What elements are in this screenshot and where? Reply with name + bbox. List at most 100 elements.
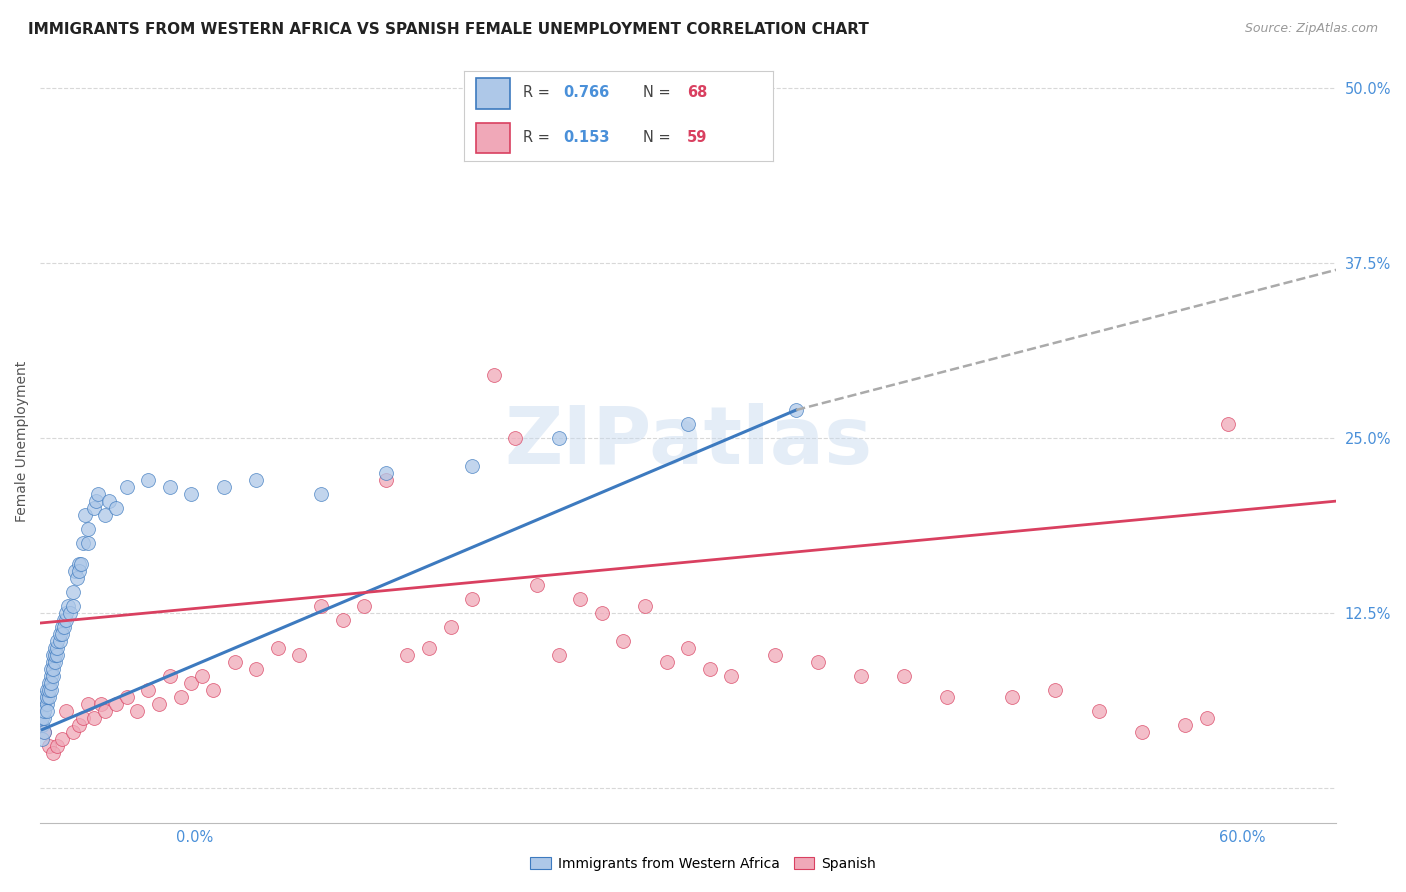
- Point: [591, 606, 613, 620]
- Point: [39, 676, 62, 690]
- Text: R =: R =: [523, 130, 554, 145]
- Point: [655, 655, 678, 669]
- Point: [1045, 683, 1067, 698]
- Point: [159, 669, 181, 683]
- Point: [699, 662, 721, 676]
- Point: [31, 711, 53, 725]
- Point: [612, 634, 634, 648]
- Point: [76, 698, 98, 712]
- Point: [51, 627, 73, 641]
- Point: [1087, 704, 1109, 718]
- Point: [34, 725, 56, 739]
- Point: [34, 704, 56, 718]
- Point: [48, 627, 70, 641]
- Point: [38, 676, 60, 690]
- Point: [169, 690, 191, 705]
- Point: [46, 648, 69, 663]
- Y-axis label: Female Unemployment: Female Unemployment: [15, 361, 30, 522]
- Text: 0.766: 0.766: [562, 86, 609, 100]
- Point: [180, 676, 202, 690]
- Point: [39, 683, 62, 698]
- Point: [461, 592, 484, 607]
- Point: [245, 473, 267, 487]
- Point: [42, 747, 65, 761]
- Point: [94, 704, 117, 718]
- Point: [67, 557, 90, 571]
- Point: [44, 655, 66, 669]
- Point: [83, 711, 105, 725]
- Point: [115, 690, 138, 705]
- Bar: [477, 78, 510, 109]
- Text: Source: ZipAtlas.com: Source: ZipAtlas.com: [1244, 22, 1378, 36]
- Text: N =: N =: [644, 130, 676, 145]
- Point: [58, 599, 80, 614]
- Point: [115, 480, 138, 494]
- Point: [1130, 725, 1153, 739]
- Point: [67, 564, 90, 578]
- Point: [136, 683, 159, 698]
- Text: 68: 68: [686, 86, 707, 100]
- Point: [849, 669, 872, 683]
- Point: [42, 669, 65, 683]
- Point: [39, 662, 62, 676]
- Point: [66, 571, 89, 585]
- Point: [48, 634, 70, 648]
- Point: [83, 501, 105, 516]
- Point: [34, 698, 56, 712]
- Bar: [477, 123, 510, 153]
- Point: [51, 620, 73, 634]
- Point: [31, 732, 53, 747]
- Point: [67, 718, 90, 732]
- Point: [461, 458, 484, 473]
- Point: [159, 480, 181, 494]
- Point: [893, 669, 915, 683]
- Point: [136, 473, 159, 487]
- Point: [267, 641, 290, 656]
- Point: [309, 599, 332, 614]
- Point: [1174, 718, 1197, 732]
- Point: [224, 655, 246, 669]
- Point: [34, 711, 56, 725]
- Point: [70, 557, 93, 571]
- Point: [634, 599, 657, 614]
- Point: [55, 613, 77, 627]
- Point: [35, 683, 58, 698]
- Point: [62, 585, 84, 599]
- Point: [72, 536, 94, 550]
- Point: [44, 648, 66, 663]
- Point: [396, 648, 419, 663]
- Point: [52, 620, 75, 634]
- Point: [807, 655, 830, 669]
- Point: [180, 487, 202, 501]
- Point: [505, 431, 527, 445]
- Point: [374, 473, 396, 487]
- Point: [46, 641, 69, 656]
- Point: [38, 690, 60, 705]
- Point: [46, 739, 69, 754]
- Point: [785, 403, 807, 417]
- Point: [1218, 417, 1240, 431]
- Point: [547, 431, 569, 445]
- Point: [1001, 690, 1024, 705]
- Point: [676, 417, 699, 431]
- Point: [46, 634, 69, 648]
- Point: [191, 669, 214, 683]
- Point: [245, 662, 267, 676]
- Point: [482, 368, 505, 382]
- Point: [676, 641, 699, 656]
- Point: [526, 578, 548, 592]
- Point: [76, 536, 98, 550]
- Point: [42, 648, 65, 663]
- Text: ZIPatlas: ZIPatlas: [503, 402, 872, 481]
- Point: [35, 698, 58, 712]
- Point: [59, 606, 82, 620]
- Point: [936, 690, 959, 705]
- Point: [42, 655, 65, 669]
- Point: [44, 641, 66, 656]
- Point: [353, 599, 375, 614]
- Point: [35, 690, 58, 705]
- Point: [98, 494, 121, 508]
- Text: 0.153: 0.153: [562, 130, 609, 145]
- Text: N =: N =: [644, 86, 676, 100]
- Point: [52, 613, 75, 627]
